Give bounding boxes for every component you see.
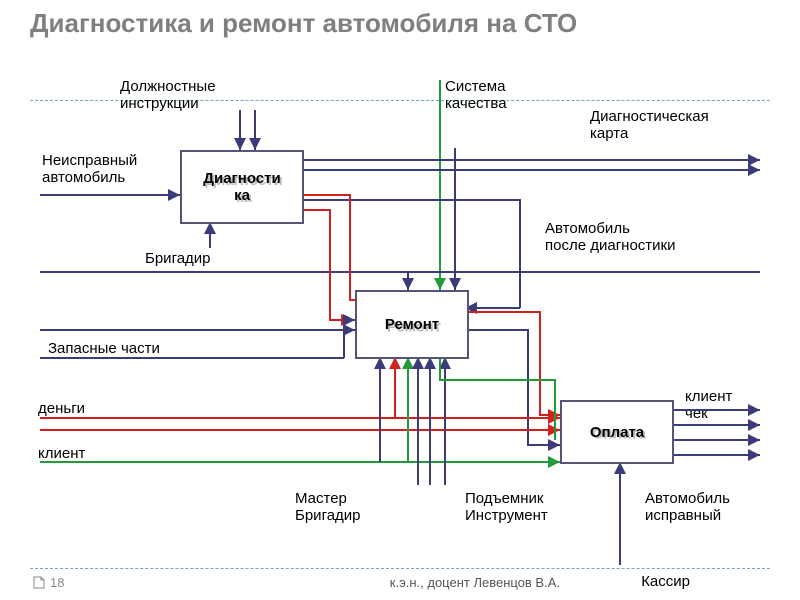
label-avtoisprav: Автомобиль исправный [645,490,730,525]
box-remont: Ремонт Ремонт [355,290,469,359]
label-avtopost: Автомобиль после диагностики [545,220,676,255]
label-diagkarta: Диагностическая карта [590,108,709,143]
label-kassir: Кассир [641,573,690,590]
label-dengi: деньги [38,400,85,417]
box-oplata: Оплата Оплата [560,400,674,464]
label-dolzh: Должностные инструкции [120,78,216,113]
label-zapchasti: Запасные части [48,340,160,357]
box-main-text: Оплата [590,424,644,441]
label-neispr: Неисправный автомобиль [42,152,137,187]
page-number: 18 [50,575,64,590]
page-icon [32,575,46,589]
box-main-text: Ремонт [385,316,439,333]
page-title: Диагностика и ремонт автомобиля на СТО [30,8,577,39]
label-klient: клиент [38,445,85,462]
label-syskach: Система качества [445,78,507,113]
box-main-text: Диагности ка [203,170,280,204]
label-master: Мастер Бригадир [295,490,361,525]
box-diagnostika: Диагности ка Диагности ка [180,150,304,224]
label-brigadir1: Бригадир [145,250,211,267]
divider-bottom [30,568,770,569]
label-podemnik: Подъемник Инструмент [465,490,548,525]
label-klientchek: клиент чек [685,388,732,423]
footer-author: к.э.н., доцент Левенцов В.А. [390,575,560,590]
